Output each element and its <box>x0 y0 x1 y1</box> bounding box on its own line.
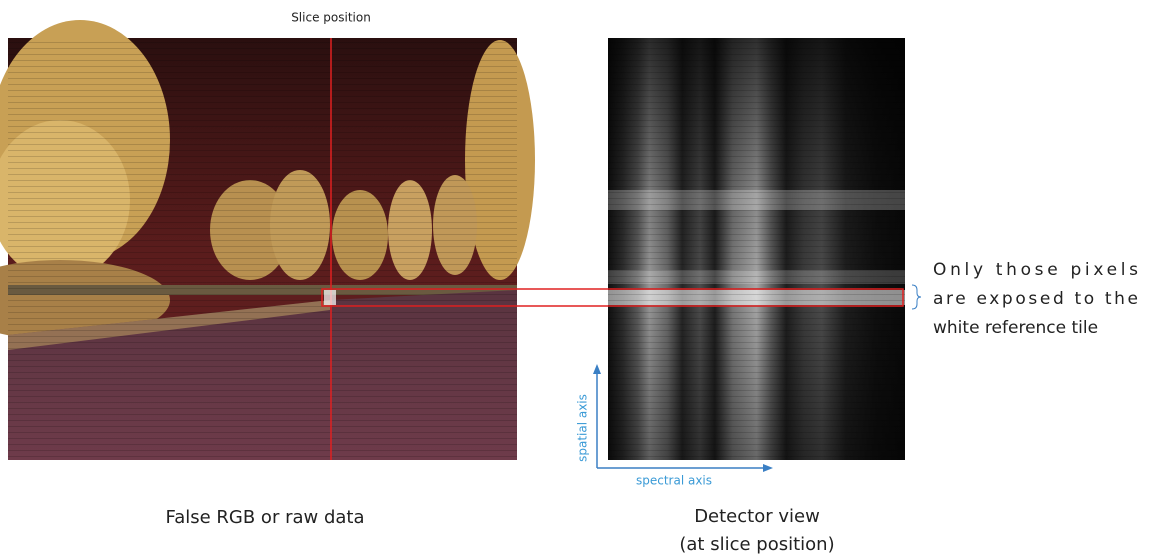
tile-patch <box>324 290 336 305</box>
slice-label: Slice position <box>291 11 371 25</box>
caption: (at slice position) <box>679 534 834 555</box>
caption: Detector view <box>694 506 820 527</box>
caption: False RGB or raw data <box>166 507 365 528</box>
axis-label: spatial axis <box>576 394 590 462</box>
axis-label: spectral axis <box>636 474 712 488</box>
false-rgb-image <box>0 20 535 460</box>
annotation-line: Only those pixels <box>933 260 1138 280</box>
annotation-line: are exposed to the <box>933 289 1138 309</box>
detector-image <box>608 38 905 460</box>
exposed-region <box>321 288 904 307</box>
annotation-line: white reference tile <box>933 318 1098 338</box>
axes-arrows <box>593 364 773 472</box>
brace <box>911 284 922 310</box>
